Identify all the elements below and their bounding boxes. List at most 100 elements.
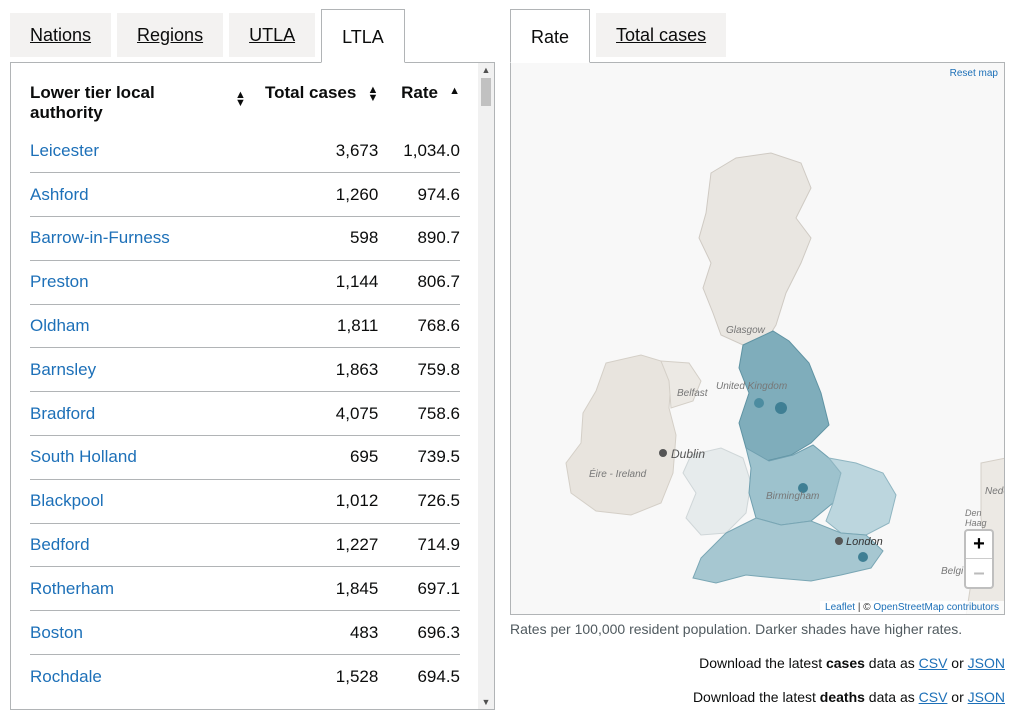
table-row: Boston 483 696.3 xyxy=(30,610,460,656)
total-cases-cell: 1,845 xyxy=(247,566,379,612)
total-cases-cell: 483 xyxy=(247,610,379,656)
table-row: South Holland 695 739.5 xyxy=(30,435,460,480)
map-metric-tabs: Rate Total cases xyxy=(510,9,732,63)
map-label-dublin: Dublin xyxy=(671,447,706,461)
download-cases-csv-link[interactable]: CSV xyxy=(918,655,948,671)
map-label-london: London xyxy=(846,536,883,548)
column-header-authority[interactable]: Lower tier local authority ▲ ▼ xyxy=(30,73,247,129)
map-label-belgie: Belgi xyxy=(941,566,964,577)
download-text: or xyxy=(947,655,968,671)
tab-nations[interactable]: Nations xyxy=(10,13,112,57)
total-cases-cell: 1,811 xyxy=(247,304,379,349)
total-cases-cell: 1,260 xyxy=(247,172,379,218)
zoom-out-button[interactable]: – xyxy=(973,561,985,584)
authority-link[interactable]: South Holland xyxy=(30,447,137,467)
tab-utla[interactable]: UTLA xyxy=(229,13,316,57)
download-cases-bold: cases xyxy=(825,655,865,671)
sort-both-icon[interactable]: ▲ ▼ xyxy=(367,84,379,104)
rate-cell: 714.9 xyxy=(378,523,460,568)
table-row: Leicester 3,673 1,034.0 xyxy=(30,129,460,174)
hotspot-leicester xyxy=(798,483,808,493)
map-label-united-kingdom: United Kingdom xyxy=(716,381,788,392)
total-cases-cell: 1,227 xyxy=(247,523,379,568)
scroll-up-arrow-icon[interactable]: ▲ xyxy=(481,65,491,75)
download-text: data as xyxy=(864,655,919,671)
authority-cell: Barnsley xyxy=(30,347,247,393)
rate-cell: 1,034.0 xyxy=(378,129,460,174)
tab-total-cases[interactable]: Total cases xyxy=(596,13,727,57)
total-cases-cell: 4,075 xyxy=(247,391,379,437)
authority-cell: Leicester xyxy=(30,129,247,174)
map-label-belfast: Belfast xyxy=(677,388,708,399)
rate-cell: 768.6 xyxy=(378,304,460,349)
table-row: Oldham 1,811 768.6 xyxy=(30,304,460,349)
authority-link[interactable]: Barnsley xyxy=(30,359,97,379)
authority-cell: Rochdale xyxy=(30,655,247,699)
south-england xyxy=(692,517,884,584)
authority-link[interactable]: Preston xyxy=(30,272,89,292)
download-deaths-bold: deaths xyxy=(819,689,865,705)
zoom-in-button[interactable]: + xyxy=(966,531,992,559)
city-marker-dublin xyxy=(659,449,667,457)
tab-rate[interactable]: Rate xyxy=(510,9,591,63)
total-cases-cell: 598 xyxy=(247,216,379,261)
sort-both-icon[interactable]: ▲ ▼ xyxy=(235,89,246,109)
download-text: Download the latest xyxy=(699,655,826,671)
authority-cell: Boston xyxy=(30,610,247,656)
map-canvas[interactable] xyxy=(511,63,1005,615)
reset-map-link[interactable]: Reset map xyxy=(949,68,998,79)
authority-link[interactable]: Bedford xyxy=(30,535,90,555)
authority-link[interactable]: Blackpool xyxy=(30,491,104,511)
column-header-rate-label: Rate xyxy=(401,83,438,102)
total-cases-cell: 1,012 xyxy=(247,479,379,524)
table-row: Rochdale 1,528 694.5 xyxy=(30,655,460,699)
city-marker-london xyxy=(835,537,843,545)
scroll-thumb[interactable] xyxy=(481,78,491,106)
map-label-glasgow: Glasgow xyxy=(726,325,765,336)
authority-link[interactable]: Boston xyxy=(30,622,83,642)
table-row: Ashford 1,260 974.6 xyxy=(30,172,460,218)
authority-link[interactable]: Barrow-in-Furness xyxy=(30,228,170,248)
authority-link[interactable]: Rotherham xyxy=(30,578,115,598)
map-attribution: Leaflet | © OpenStreetMap contributors xyxy=(820,601,1004,614)
hotspot-ashford xyxy=(858,552,868,562)
download-cases-json-link[interactable]: JSON xyxy=(967,655,1005,671)
total-cases-cell: 695 xyxy=(247,435,379,480)
rate-cell: 759.8 xyxy=(378,347,460,393)
leaflet-link[interactable]: Leaflet xyxy=(825,602,856,613)
tab-regions[interactable]: Regions xyxy=(117,13,224,57)
authority-cell: Rotherham xyxy=(30,566,247,612)
table-scrollbar[interactable]: ▲ ▼ xyxy=(478,63,494,709)
authority-link[interactable]: Leicester xyxy=(30,140,99,160)
sort-ascending-icon[interactable]: ▲ xyxy=(449,85,460,97)
authority-cell: Blackpool xyxy=(30,479,247,524)
authority-link[interactable]: Ashford xyxy=(30,184,89,204)
map-label-nederland: Nede xyxy=(985,486,1004,497)
map-label-birmingham: Birmingham xyxy=(766,491,820,502)
column-header-total-cases[interactable]: Total cases ▲ ▼ xyxy=(247,73,378,129)
rate-cell: 726.5 xyxy=(378,479,460,524)
authority-cell: Ashford xyxy=(30,172,247,218)
column-header-rate[interactable]: Rate ▲ xyxy=(378,73,460,129)
scroll-down-arrow-icon[interactable]: ▼ xyxy=(481,697,491,707)
download-deaths-json-link[interactable]: JSON xyxy=(967,689,1005,705)
osm-link[interactable]: OpenStreetMap contributors xyxy=(873,602,999,613)
rate-cell: 696.3 xyxy=(378,610,460,656)
column-header-total-cases-label: Total cases xyxy=(264,83,357,102)
download-deaths-csv-link[interactable]: CSV xyxy=(918,689,948,705)
total-cases-cell: 1,144 xyxy=(247,260,379,305)
column-header-authority-label: Lower tier local authority xyxy=(30,83,155,122)
tab-ltla[interactable]: LTLA xyxy=(321,9,405,63)
choropleth-map[interactable]: Glasgow United Kingdom Belfast Dublin Éi… xyxy=(510,62,1005,615)
authority-cell: South Holland xyxy=(30,435,247,480)
download-deaths-line: Download the latest deaths data as CSV o… xyxy=(693,689,1005,705)
authority-link[interactable]: Oldham xyxy=(30,316,90,336)
hotspot-bradford xyxy=(775,402,787,414)
authority-link[interactable]: Bradford xyxy=(30,403,96,423)
rate-cell: 890.7 xyxy=(378,216,460,261)
hotspot-preston xyxy=(754,398,764,408)
rate-cell: 739.5 xyxy=(378,435,460,480)
region-level-tabs: Nations Regions UTLA LTLA xyxy=(10,9,411,63)
authority-link[interactable]: Rochdale xyxy=(30,666,102,686)
rate-cell: 758.6 xyxy=(378,391,460,437)
